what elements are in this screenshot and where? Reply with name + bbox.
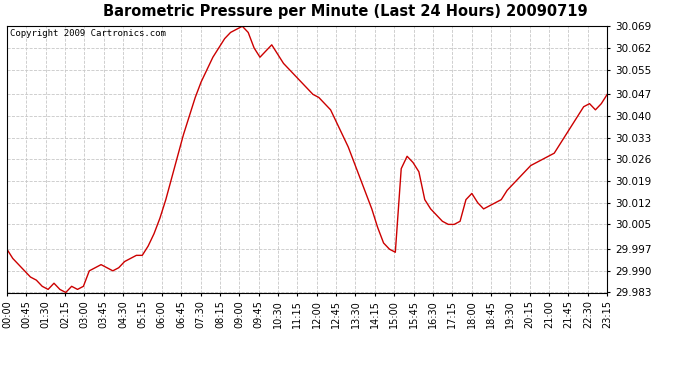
Text: Barometric Pressure per Minute (Last 24 Hours) 20090719: Barometric Pressure per Minute (Last 24 … [103, 4, 587, 19]
Text: Copyright 2009 Cartronics.com: Copyright 2009 Cartronics.com [10, 29, 166, 38]
